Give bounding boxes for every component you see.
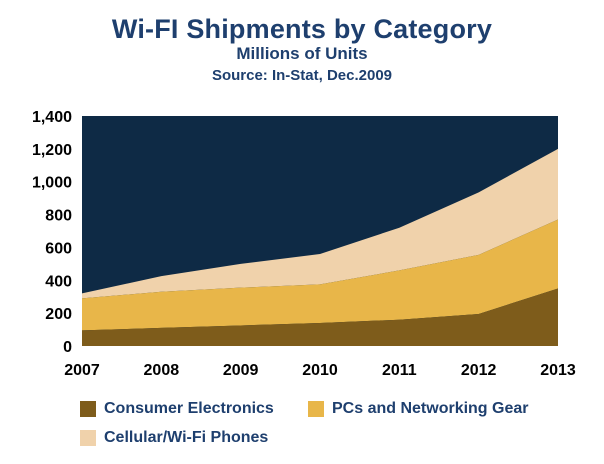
x-tick-label: 2007 xyxy=(64,362,100,379)
y-tick-label: 1,000 xyxy=(32,175,72,192)
y-tick-label: 600 xyxy=(45,240,72,257)
chart-title: Wi-FI Shipments by Category xyxy=(111,14,493,44)
x-tick-label: 2013 xyxy=(540,362,576,379)
x-tick-label: 2010 xyxy=(302,362,338,379)
legend-item-cellular-phones: Cellular/Wi-Fi Phones xyxy=(80,427,268,449)
legend-swatch-consumer-electronics xyxy=(80,401,96,417)
chart-source: Source: In-Stat, Dec.2009 xyxy=(211,67,393,84)
y-tick-label: 0 xyxy=(63,339,72,356)
y-tick-label: 400 xyxy=(45,273,72,290)
y-tick-label: 1,400 xyxy=(32,109,72,126)
legend-label-cellular-phones: Cellular/Wi-Fi Phones xyxy=(104,429,269,446)
y-tick-label: 200 xyxy=(45,306,72,323)
legend-label-pcs-networking: PCs and Networking Gear xyxy=(332,400,529,417)
y-axis-ticks: 0 200 400 600 800 1,000 1,200 1,400 xyxy=(32,109,72,356)
legend-swatch-pcs-networking xyxy=(308,401,324,417)
x-tick-label: 2011 xyxy=(382,362,417,379)
area-cellular-phones xyxy=(82,148,558,299)
x-tick-label: 2009 xyxy=(223,362,259,379)
legend-swatch-cellular-phones xyxy=(80,430,96,446)
area-pcs-networking xyxy=(82,219,558,331)
legend-item-pcs-networking: PCs and Networking Gear xyxy=(308,398,529,420)
legend-item-consumer-electronics: Consumer Electronics xyxy=(80,398,274,420)
area-series-group xyxy=(82,148,558,346)
y-tick-label: 800 xyxy=(45,208,72,225)
y-tick-label: 1,200 xyxy=(32,142,72,159)
x-tick-label: 2008 xyxy=(144,362,180,379)
x-axis-ticks: 2007 2008 2009 2010 2011 2012 2013 xyxy=(64,362,576,379)
chart-subtitle: Millions of Units xyxy=(236,44,368,63)
chart-legend: Consumer Electronics PCs and Networking … xyxy=(80,398,600,458)
x-tick-label: 2012 xyxy=(461,362,497,379)
legend-label-consumer-electronics: Consumer Electronics xyxy=(104,400,274,417)
area-consumer-electronics xyxy=(82,288,558,346)
